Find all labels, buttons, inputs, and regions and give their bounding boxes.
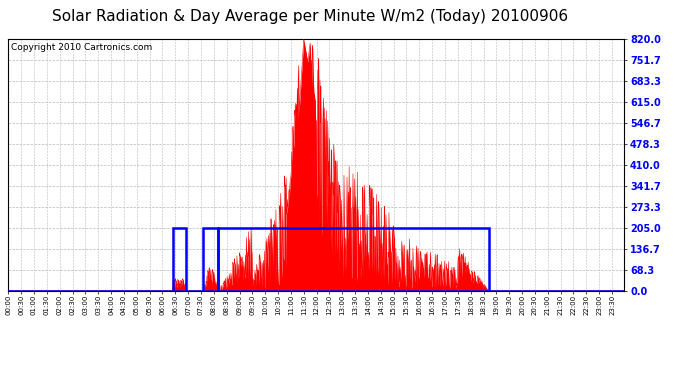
Bar [218,228,489,291]
Bar [203,228,218,291]
Bar [173,228,186,291]
Text: Solar Radiation & Day Average per Minute W/m2 (Today) 20100906: Solar Radiation & Day Average per Minute… [52,9,569,24]
Text: Copyright 2010 Cartronics.com: Copyright 2010 Cartronics.com [11,43,152,52]
